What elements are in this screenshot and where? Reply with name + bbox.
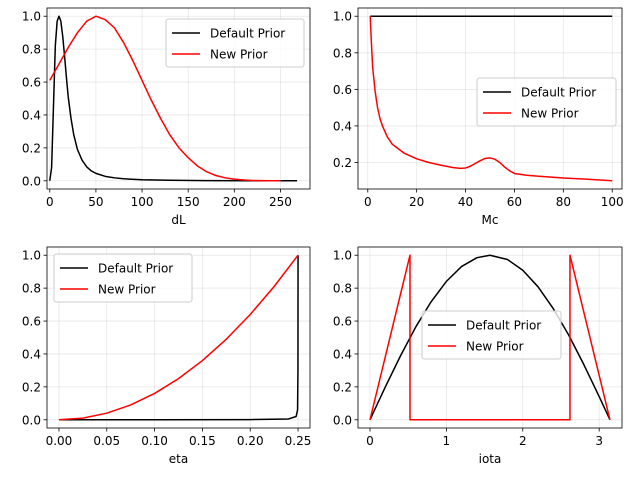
subplot-dL: 0 50 100 150 200 250 0.0 0.2 0.4 0.6 0.8 1.0 dL Defau… bbox=[22, 7, 311, 227]
y-tick-label: 0.4 bbox=[333, 347, 352, 361]
series-line-default-prior bbox=[49, 15, 298, 182]
y-tick-label: 0.2 bbox=[22, 141, 41, 155]
series-line-default-prior bbox=[58, 255, 299, 421]
x-tick-label: 0.00 bbox=[46, 434, 73, 448]
legend-label: Default Prior bbox=[98, 262, 173, 276]
legend-box bbox=[421, 310, 562, 360]
legend: Default Prior New Prior bbox=[53, 253, 193, 303]
x-tick-label: 100 bbox=[131, 195, 154, 209]
x-tick-label: 0.15 bbox=[189, 434, 216, 448]
subplot-iota: 0 1 2 3 0.0 0.2 0.4 0.6 0.8 1.0 iota Default Prior N… bbox=[333, 246, 623, 466]
y-tick-label: 0.6 bbox=[22, 76, 41, 90]
legend: Default Prior New Prior bbox=[421, 310, 562, 360]
x-tick-label: 0.20 bbox=[237, 434, 264, 448]
y-tick-label: 0.0 bbox=[22, 174, 41, 188]
legend-label: New Prior bbox=[466, 340, 524, 354]
x-tick-label: 0.05 bbox=[93, 434, 120, 448]
subplot-eta: 0.00 0.05 0.10 0.15 0.20 0.25 0.0 0.2 0.4 0.6 0.8 1… bbox=[22, 246, 312, 466]
x-tick-label: 50 bbox=[88, 195, 103, 209]
series-line-new-prior bbox=[49, 15, 281, 182]
x-tick-label: 0 bbox=[364, 195, 372, 209]
y-tick-label: 1.0 bbox=[22, 10, 41, 24]
series-line-new-prior bbox=[369, 254, 611, 421]
axes-frame bbox=[357, 246, 623, 429]
x-tick-label: 40 bbox=[458, 195, 473, 209]
x-tick-label: 3 bbox=[595, 434, 603, 448]
x-tick-label: 0 bbox=[46, 195, 54, 209]
y-tick-label: 0.4 bbox=[333, 119, 352, 133]
x-tick-label: 1 bbox=[443, 434, 451, 448]
legend-box bbox=[476, 77, 617, 127]
series-line-new-prior bbox=[369, 16, 613, 182]
y-tick-label: 0.8 bbox=[333, 46, 352, 60]
legend: Default Prior New Prior bbox=[476, 77, 617, 127]
y-tick-label: 1.0 bbox=[22, 249, 41, 263]
y-tick-label: 0.8 bbox=[22, 282, 41, 296]
subplot-Mc: 0 20 40 60 80 100 0.2 0.4 0.6 0.8 1.0 Mc Default Pri… bbox=[333, 7, 624, 227]
x-axis-label: dL bbox=[171, 213, 186, 227]
y-tick-label: 1.0 bbox=[333, 10, 352, 24]
x-tick-label: 200 bbox=[223, 195, 246, 209]
y-tick-label: 0.2 bbox=[333, 156, 352, 170]
series-line-new-prior bbox=[58, 254, 299, 421]
x-tick-label: 2 bbox=[519, 434, 527, 448]
x-tick-label: 60 bbox=[507, 195, 522, 209]
y-tick-label: 0.4 bbox=[22, 347, 41, 361]
y-tick-label: 1.0 bbox=[333, 249, 352, 263]
x-axis-label: iota bbox=[479, 452, 502, 466]
y-tick-label: 0.8 bbox=[22, 43, 41, 57]
axes-frame bbox=[46, 7, 311, 190]
legend-label: Default Prior bbox=[210, 27, 285, 41]
legend-label: New Prior bbox=[98, 283, 156, 297]
y-tick-label: 0.0 bbox=[22, 413, 41, 427]
y-tick-label: 0.6 bbox=[22, 315, 41, 329]
x-axis-label: Mc bbox=[482, 213, 499, 227]
y-tick-label: 0.6 bbox=[333, 315, 352, 329]
legend-box bbox=[53, 253, 193, 303]
axes-frame bbox=[46, 246, 311, 429]
x-tick-label: 0 bbox=[366, 434, 374, 448]
legend-box bbox=[165, 18, 305, 68]
x-tick-label: 0.25 bbox=[285, 434, 312, 448]
x-tick-label: 100 bbox=[601, 195, 624, 209]
legend-label: New Prior bbox=[210, 48, 268, 62]
y-tick-label: 0.2 bbox=[22, 380, 41, 394]
axes-frame bbox=[357, 7, 623, 190]
y-tick-label: 0.4 bbox=[22, 108, 41, 122]
x-tick-label: 0.10 bbox=[141, 434, 168, 448]
y-tick-label: 0.6 bbox=[333, 83, 352, 97]
y-tick-label: 0.2 bbox=[333, 380, 352, 394]
x-tick-label: 80 bbox=[556, 195, 571, 209]
x-tick-label: 250 bbox=[269, 195, 292, 209]
legend: Default Prior New Prior bbox=[165, 18, 305, 68]
x-tick-label: 150 bbox=[177, 195, 200, 209]
y-tick-label: 0.0 bbox=[333, 413, 352, 427]
legend-label: Default Prior bbox=[466, 319, 541, 333]
legend-label: New Prior bbox=[521, 107, 579, 121]
x-axis-label: eta bbox=[169, 452, 188, 466]
legend-label: Default Prior bbox=[521, 86, 596, 100]
x-tick-label: 20 bbox=[409, 195, 424, 209]
y-tick-label: 0.8 bbox=[333, 282, 352, 296]
